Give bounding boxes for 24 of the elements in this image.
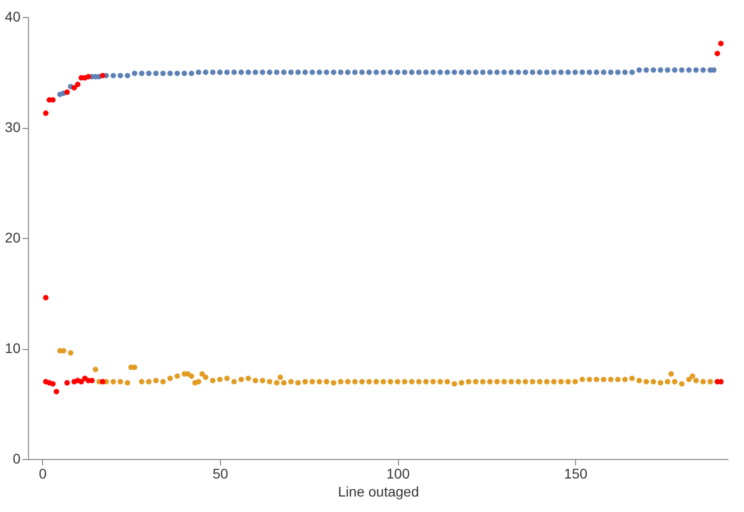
point bbox=[50, 381, 56, 387]
y-tick-label: 20 bbox=[4, 230, 21, 246]
point bbox=[54, 388, 60, 394]
point bbox=[43, 110, 49, 116]
point bbox=[78, 378, 84, 384]
point bbox=[43, 294, 49, 300]
point bbox=[100, 378, 106, 384]
x-tick-label: 150 bbox=[564, 466, 588, 482]
y-tick-label: 40 bbox=[4, 8, 21, 24]
y-tick-label: 10 bbox=[4, 340, 21, 356]
x-axis-title: Line outaged bbox=[338, 484, 419, 500]
point bbox=[64, 380, 70, 386]
point bbox=[75, 82, 80, 88]
point bbox=[86, 74, 92, 80]
point bbox=[100, 72, 106, 78]
y-tick-label: 30 bbox=[4, 119, 21, 135]
point bbox=[714, 50, 720, 56]
point bbox=[718, 40, 724, 46]
point bbox=[71, 84, 77, 90]
y-tick-label: 0 bbox=[12, 450, 21, 466]
x-tick-label: 50 bbox=[212, 466, 228, 482]
x-tick-label: 100 bbox=[386, 466, 410, 482]
x-tick-label: 0 bbox=[38, 466, 47, 482]
point bbox=[64, 89, 70, 95]
